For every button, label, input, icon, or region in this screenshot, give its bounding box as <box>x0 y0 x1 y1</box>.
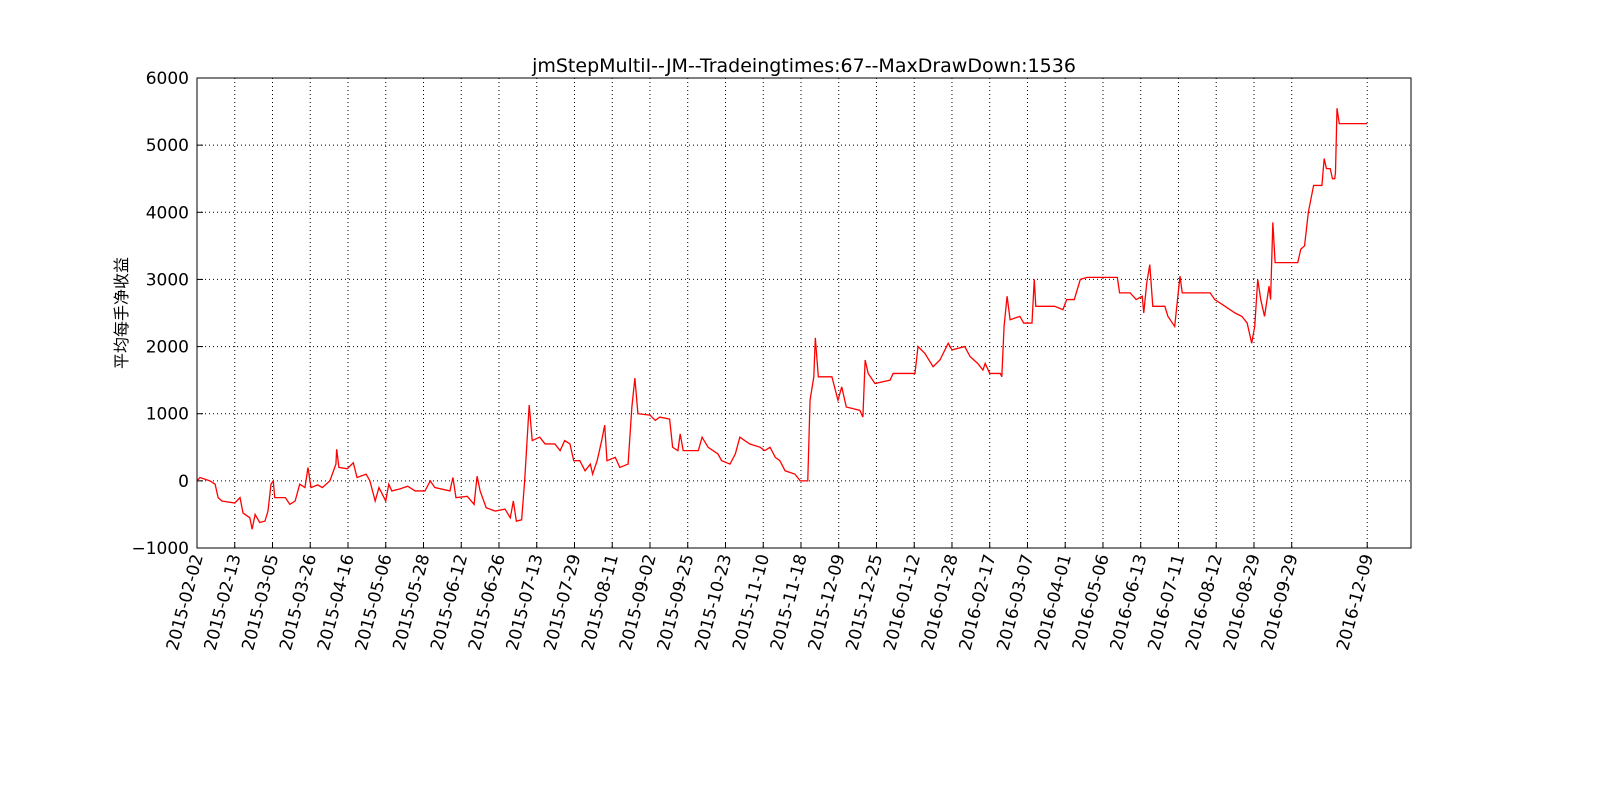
y-tick-label: 1000 <box>146 405 189 425</box>
data-line <box>196 108 1368 530</box>
y-tick-label: 2000 <box>146 338 189 358</box>
y-tick-label: 6000 <box>146 69 189 89</box>
y-tick-label: −1000 <box>131 539 189 559</box>
y-tick-label: 4000 <box>146 203 189 223</box>
y-tick-label: 0 <box>178 472 189 492</box>
y-tick-label: 5000 <box>146 136 189 156</box>
y-axis-label: 平均每手净收益 <box>112 257 131 369</box>
chart-title: jmStepMultiI--JM--Tradeingtimes:67--MaxD… <box>531 55 1076 77</box>
plot-frame <box>196 77 1412 549</box>
y-tick-label: 3000 <box>146 270 189 290</box>
